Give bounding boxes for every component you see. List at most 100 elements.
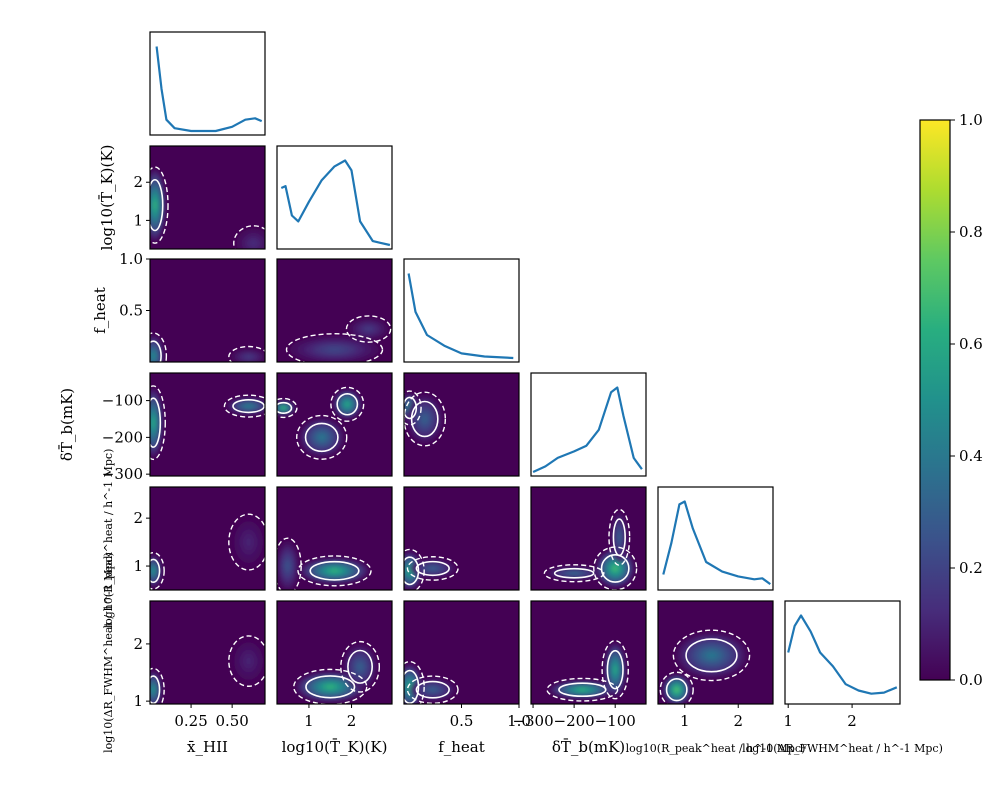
density-blob: [285, 561, 290, 571]
contour-68: [150, 558, 161, 584]
contour-68: [347, 649, 373, 684]
colorbar-gradient: [919, 119, 951, 681]
marginal-panel-dTb: [530, 372, 647, 477]
density-blob: [281, 406, 286, 410]
x-axis-label-TK: log10(T̄_K)(K): [282, 738, 388, 756]
x-tick-label: 2: [847, 712, 857, 730]
y-axis-label-dTb: δT̄_b(mK): [58, 388, 76, 461]
contour-68: [415, 560, 450, 577]
contour-95: [406, 556, 459, 581]
colorbar-tick-label: 0.0: [959, 671, 983, 689]
contour-95: [150, 166, 169, 244]
x-axis-label-Rpeak: log10(R_peak^heat / h^-1 Mpc): [626, 742, 806, 755]
contour-68: [309, 560, 360, 581]
joint-frame: [149, 145, 266, 250]
marginal-curve-Rpeak: [662, 500, 771, 585]
marginal-curve-xHII: [155, 46, 263, 133]
colorbar-tick-label: 0.8: [959, 223, 983, 241]
y-tick-label: 1: [133, 692, 143, 710]
y-axis-label-Rpeak: log10(R_peak^heat / h^-1 Mpc): [102, 449, 115, 629]
contour-68: [150, 397, 162, 448]
y-tick-label: −300: [102, 465, 143, 483]
contour-68: [606, 649, 624, 690]
x-tick-label: 2: [347, 712, 357, 730]
x-tick-label: −300: [512, 712, 553, 730]
y-axis-label-dRfwhm: log10(ΔR_FWHM^heat / h^-1 Mpc): [102, 552, 115, 753]
contour-68: [232, 399, 265, 414]
density-blob: [151, 568, 155, 574]
density-blob: [569, 572, 579, 575]
contour-68: [665, 678, 688, 702]
contour-68: [404, 396, 418, 420]
contour-95: [659, 671, 694, 704]
density-blob: [245, 404, 253, 408]
density-blob: [328, 568, 341, 573]
colorbar-tick-label: 1.0: [959, 111, 983, 129]
joint-panel-fheat-Rpeak: [403, 486, 520, 591]
y-tick-label: 1: [133, 211, 143, 229]
contour-95: [601, 639, 629, 700]
joint-panel-TK-dTb: [276, 372, 393, 477]
joint-panel-Rpeak-dRfwhm: [657, 600, 774, 705]
contour-68: [410, 400, 439, 438]
contour-95: [404, 390, 422, 426]
contour-68: [415, 680, 450, 699]
marginal-curve-dRfwhm: [787, 614, 898, 695]
contour-68: [150, 675, 161, 704]
joint-frame: [276, 600, 393, 705]
contour-68: [685, 638, 738, 673]
density-blob: [429, 687, 437, 692]
contour-95: [404, 660, 425, 704]
y-tick-label: 0.5: [119, 302, 143, 320]
density-blob: [365, 327, 372, 331]
density-blob: [705, 651, 718, 660]
joint-panel-xHII-TK: [149, 145, 266, 250]
x-tick-label: 2: [733, 712, 743, 730]
joint-background: [150, 373, 265, 476]
joint-frame: [276, 486, 393, 591]
joint-frame: [149, 372, 266, 477]
density-blob: [324, 684, 336, 690]
density-blob: [344, 401, 350, 407]
density-blob: [327, 347, 342, 352]
y-axis-label-TK: log10(T̄_K)(K): [98, 145, 116, 251]
contour-95: [285, 333, 384, 362]
joint-panel-fheat-dTb: [403, 372, 520, 477]
density-blob: [357, 663, 363, 671]
density-blob: [151, 686, 155, 693]
contour-95: [150, 332, 168, 362]
colorbar-tick-label: 0.2: [959, 559, 983, 577]
contour-95: [672, 629, 751, 682]
contour-68: [612, 518, 626, 557]
joint-background: [150, 259, 265, 362]
marginal-curve-dTb: [532, 386, 643, 474]
contour-95: [223, 394, 265, 418]
contour-95: [228, 513, 265, 571]
contour-95: [546, 677, 619, 702]
density-blob: [421, 414, 428, 423]
contour-95: [297, 555, 372, 587]
joint-panel-dTb-Rpeak: [530, 486, 647, 591]
joint-panel-fheat-dRfwhm: [403, 600, 520, 705]
x-tick-label: 1: [680, 712, 690, 730]
contour-95: [277, 397, 298, 419]
y-tick-label: 2: [133, 635, 143, 653]
contour-95: [296, 414, 348, 460]
x-tick-label: 0.50: [215, 712, 248, 730]
contour-68: [600, 553, 630, 583]
joint-panel-TK-Rpeak: [276, 486, 393, 591]
x-axis-label-dRfwhm: log10(ΔR_FWHM^heat / h^-1 Mpc): [742, 742, 943, 755]
x-tick-label: 0.5: [450, 712, 474, 730]
panels-layer: [149, 31, 901, 705]
contour-95: [404, 548, 425, 590]
contour-68: [553, 567, 595, 579]
contour-68: [150, 340, 162, 362]
x-tick-label: 1.0: [507, 712, 531, 730]
x-tick-label: 0.25: [174, 712, 207, 730]
density-blob: [245, 657, 252, 665]
marginal-panel-TK: [276, 145, 393, 250]
marginal-curve-TK: [280, 159, 391, 247]
joint-frame: [149, 486, 266, 591]
y-tick-label: −100: [102, 392, 143, 410]
